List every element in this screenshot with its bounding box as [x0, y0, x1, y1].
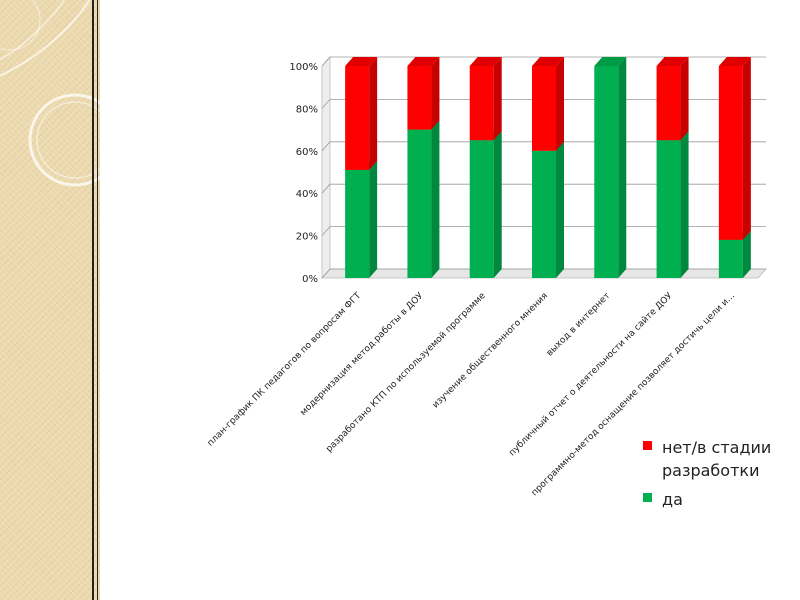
bar-side: [742, 57, 751, 240]
bar-top: [718, 57, 751, 66]
y-tick-label: 100%: [289, 62, 318, 73]
bar-top: [469, 57, 502, 66]
sidebar-divider-thin: [97, 0, 98, 600]
bar-side: [431, 120, 440, 278]
legend-swatch-no: [643, 441, 652, 450]
y-tick-label: 60%: [296, 147, 318, 158]
bar-top: [594, 57, 627, 66]
gridline-wall: [321, 226, 331, 236]
bar-front: [532, 66, 556, 151]
plot-area: 0% 20% 40% 60% 80% 100% план-график ПК педаго…: [206, 55, 767, 499]
legend-swatch-yes: [643, 493, 652, 502]
legend-label-yes: да: [662, 490, 683, 509]
bar-top: [407, 57, 440, 66]
legend-label-no-line1: нет/в стадии: [662, 438, 771, 457]
bar-front: [469, 140, 494, 278]
y-axis-ticks: 0% 20% 40% 60% 80% 100%: [289, 62, 318, 285]
bar-side: [556, 141, 564, 278]
x-category-label: изучение общественного мнения: [431, 291, 550, 410]
gridline-wall: [321, 99, 331, 109]
decorative-sidebar: [0, 0, 100, 600]
bar-front: [718, 239, 743, 278]
bar-front: [656, 140, 681, 278]
bar-side: [493, 131, 502, 278]
gridline-wall: [321, 141, 331, 152]
plot-left-wall: [321, 55, 331, 280]
bar-front: [594, 66, 619, 278]
x-category-label: модернизация метод.работы в ДОУ: [299, 291, 426, 418]
x-category-label: выход в интернет: [545, 291, 612, 358]
bar-front: [656, 66, 681, 141]
bar-front: [345, 169, 370, 278]
y-tick-label: 40%: [296, 189, 318, 200]
gridline-wall: [321, 183, 331, 194]
bar-front: [345, 66, 370, 170]
y-tick-label: 0%: [302, 274, 318, 285]
gridline-wall: [321, 268, 331, 279]
bar-top: [656, 57, 689, 66]
legend: нет/в стадии разработки да: [643, 438, 771, 509]
bars: [345, 57, 751, 278]
bar-top: [345, 57, 378, 66]
bar-side: [680, 57, 689, 141]
sidebar-ornament: [0, 0, 100, 187]
gridline-wall: [321, 56, 331, 67]
legend-label-no-line2: разработки: [662, 461, 759, 480]
y-tick-label: 80%: [296, 104, 318, 115]
bar-front: [407, 129, 432, 278]
bar-front: [718, 66, 743, 240]
bar-top: [532, 57, 564, 66]
bar-side: [556, 57, 564, 151]
bar-side: [680, 131, 689, 278]
bar-front: [532, 150, 556, 278]
y-tick-label: 20%: [296, 232, 318, 243]
x-axis-categories: план-график ПК педагогов по вопросам ФГТ…: [206, 291, 737, 499]
bar-front: [407, 66, 432, 130]
sidebar-divider: [92, 0, 94, 600]
bar-side: [618, 57, 627, 278]
bar-side: [431, 57, 440, 130]
bar-side: [369, 57, 378, 170]
bar-side: [493, 57, 502, 141]
bar-side: [742, 230, 751, 278]
bar-front: [469, 66, 494, 141]
bar-side: [369, 160, 378, 278]
